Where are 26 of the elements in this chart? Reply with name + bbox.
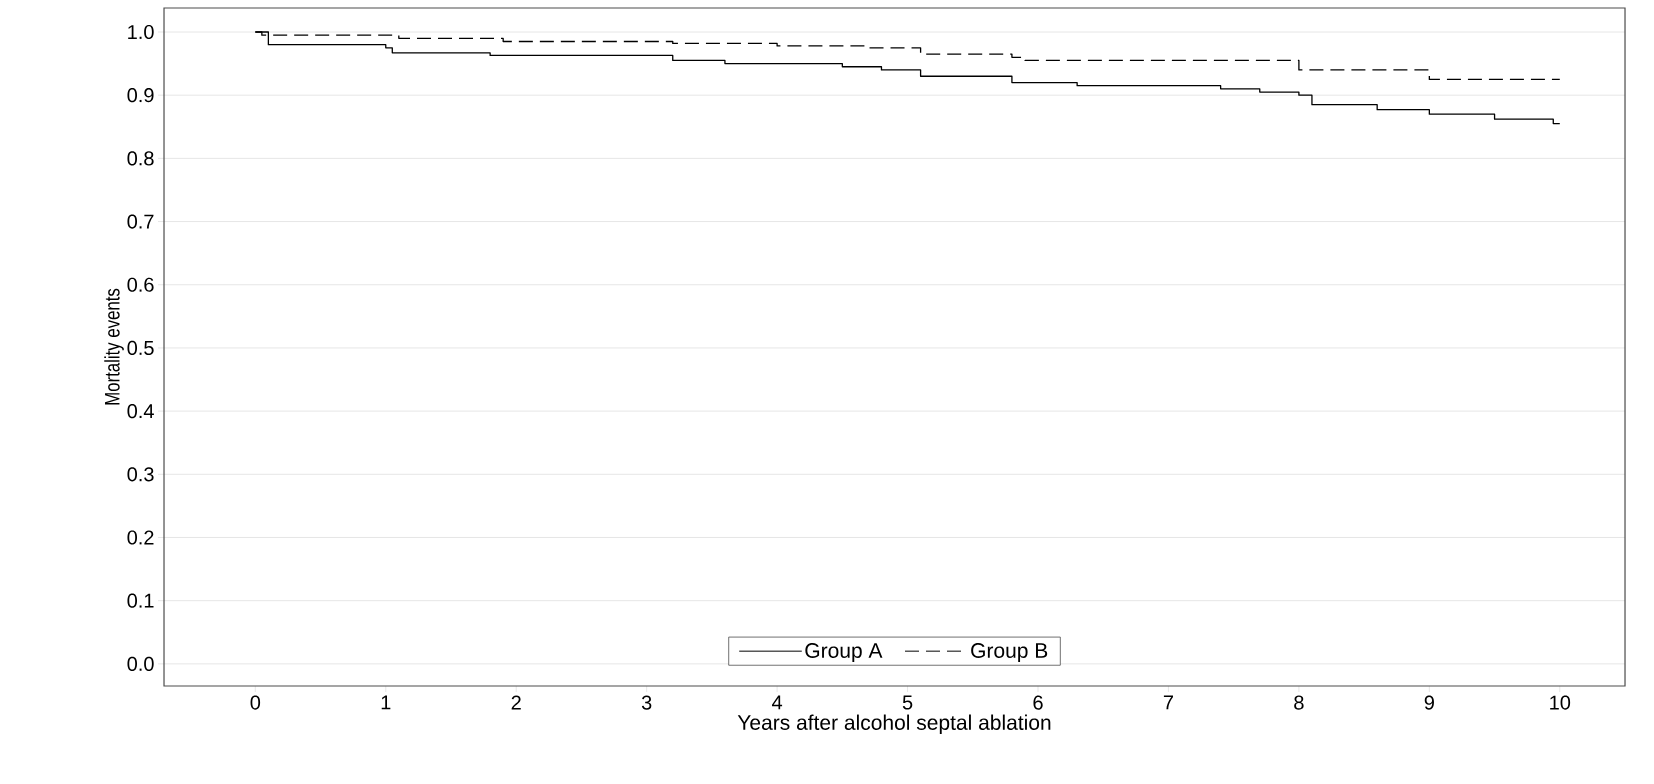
x-tick-label: 0	[250, 695, 261, 710]
y-tick-label: 0.7	[127, 214, 154, 229]
y-tick-label: 0.8	[127, 151, 154, 166]
y-tick-label: 0.2	[127, 530, 154, 545]
x-tick-label: 10	[1550, 695, 1571, 710]
y-axis-title: Mortality events	[104, 288, 124, 405]
x-tick-label: 5	[902, 695, 913, 710]
x-tick-label: 9	[1424, 695, 1434, 710]
y-tick-label: 0.0	[127, 656, 154, 671]
y-tick-label: 0.5	[127, 340, 154, 356]
x-tick-label: 7	[1163, 695, 1174, 710]
y-tick-label: 0.6	[127, 277, 154, 292]
x-tick-label: 2	[511, 695, 521, 710]
y-tick-label: 0.4	[127, 404, 154, 419]
x-tick-label: 4	[772, 695, 783, 710]
y-tick-label: 1.0	[128, 24, 154, 40]
x-tick-label: 6	[1033, 695, 1043, 710]
legend-label: Group B	[971, 643, 1048, 663]
y-tick-label: 0.9	[127, 88, 154, 103]
legend-label: Group A	[805, 643, 883, 663]
x-axis-title: Years after alcohol septal ablation	[737, 714, 1051, 735]
y-tick-label: 0.1	[127, 593, 154, 608]
x-tick-label: 1	[381, 695, 391, 710]
x-tick-label: 8	[1294, 695, 1304, 710]
y-tick-label: 0.3	[127, 467, 154, 482]
x-tick-label: 3	[641, 695, 652, 710]
